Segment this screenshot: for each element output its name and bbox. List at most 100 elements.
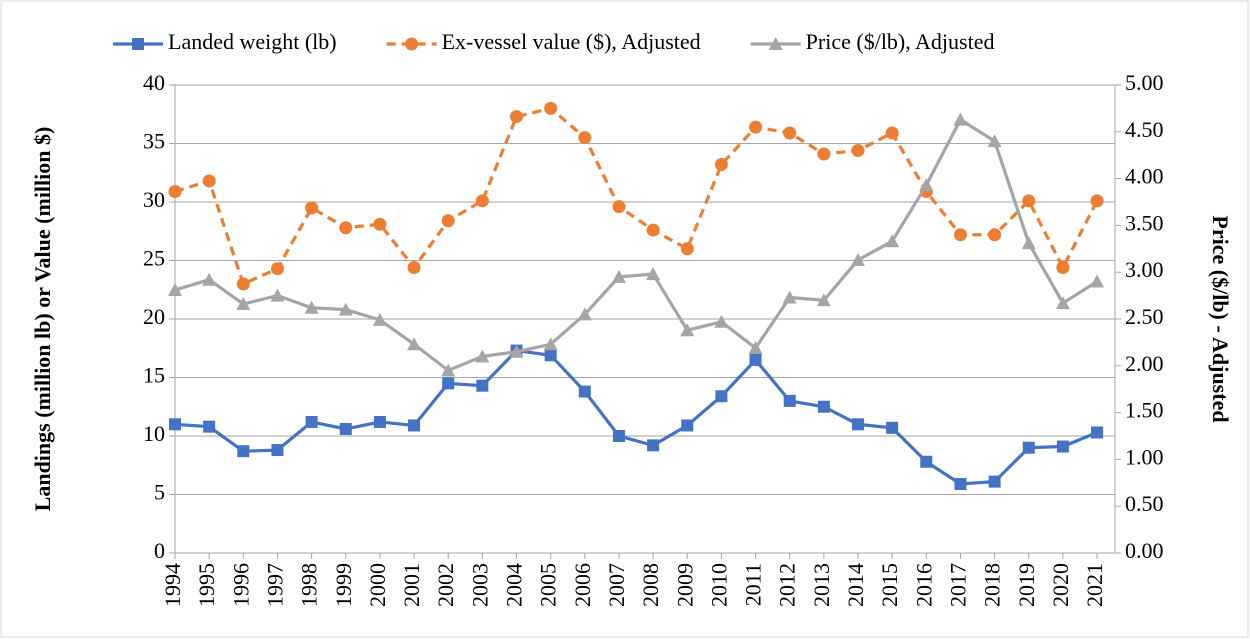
legend-marker xyxy=(768,37,783,50)
x-tick-label: 1998 xyxy=(297,563,322,607)
data-point xyxy=(442,377,455,390)
data-point xyxy=(270,262,284,276)
data-point xyxy=(612,430,625,442)
data-point xyxy=(407,261,421,275)
data-point xyxy=(305,415,318,428)
data-point xyxy=(304,300,319,314)
x-tick-label: 2001 xyxy=(399,563,424,607)
data-point xyxy=(169,418,181,431)
data-point xyxy=(339,221,353,235)
data-point xyxy=(1090,274,1105,288)
x-tick-label: 2016 xyxy=(911,563,936,607)
y-tick-label: 40 xyxy=(143,70,165,95)
data-point xyxy=(202,272,217,286)
x-tick-label: 1997 xyxy=(262,563,287,607)
data-point xyxy=(407,337,422,351)
y2-tick-label: 1.50 xyxy=(1125,398,1164,423)
data-point xyxy=(920,455,933,468)
data-point xyxy=(441,214,455,228)
data-point xyxy=(1022,194,1036,208)
series-line xyxy=(174,106,1099,287)
data-point xyxy=(441,363,456,377)
data-point xyxy=(817,147,831,161)
data-point xyxy=(987,134,1002,148)
data-point xyxy=(714,158,728,172)
data-point xyxy=(988,228,1002,242)
legend-label: Landed weight (lb) xyxy=(168,29,337,54)
y2-tick-label: 4.50 xyxy=(1125,117,1164,142)
data-point xyxy=(408,419,421,432)
y2-tick-label: 3.00 xyxy=(1125,257,1164,282)
series-line xyxy=(174,117,1098,373)
data-point xyxy=(954,477,967,490)
x-tick-label: 2000 xyxy=(365,563,390,607)
x-tick-label: 2017 xyxy=(945,563,970,607)
data-point xyxy=(714,314,729,328)
x-tick-label: 2009 xyxy=(672,563,697,607)
x-tick-label: 2003 xyxy=(467,563,492,607)
data-point xyxy=(748,341,763,355)
data-point xyxy=(715,390,728,403)
data-point xyxy=(852,418,864,431)
data-point xyxy=(270,288,285,302)
x-tick-label: 2006 xyxy=(570,563,595,607)
data-point xyxy=(749,120,763,134)
legend-label: Price ($/lb), Adjusted xyxy=(806,29,995,54)
data-point xyxy=(544,101,558,115)
x-tick-label: 2021 xyxy=(1082,563,1107,607)
x-tick-label: 2002 xyxy=(433,563,458,607)
y-tick-label: 10 xyxy=(143,421,165,446)
data-point xyxy=(475,194,489,208)
y2-axis-title: Price ($/lb) - Adjusted xyxy=(1208,215,1233,422)
data-point xyxy=(373,217,387,231)
y2-tick-label: 0.50 xyxy=(1125,491,1164,516)
data-point xyxy=(476,379,489,392)
data-point xyxy=(509,344,524,358)
data-point xyxy=(577,307,592,321)
legend-label: Ex-vessel value ($), Adjusted xyxy=(442,29,701,54)
data-point xyxy=(1055,296,1070,310)
data-point xyxy=(543,337,558,351)
data-point xyxy=(510,110,523,124)
x-tick-label: 2005 xyxy=(536,563,561,607)
data-point xyxy=(578,131,592,145)
data-point xyxy=(647,439,660,452)
series-line xyxy=(174,348,1098,486)
data-point xyxy=(886,421,899,434)
data-point xyxy=(851,144,865,158)
y-tick-label: 15 xyxy=(143,363,165,388)
x-tick-label: 2008 xyxy=(638,563,663,607)
x-tick-label: 1994 xyxy=(160,563,185,607)
data-point xyxy=(373,415,386,428)
data-point xyxy=(611,269,626,283)
data-point xyxy=(203,420,216,433)
y-tick-label: 30 xyxy=(143,187,165,212)
x-tick-label: 2012 xyxy=(775,563,800,607)
y2-tick-label: 3.50 xyxy=(1125,210,1164,235)
x-tick-label: 1999 xyxy=(331,563,356,607)
legend-marker xyxy=(132,38,144,50)
data-point xyxy=(1090,194,1104,208)
data-point xyxy=(885,126,899,140)
legend-marker xyxy=(405,37,419,51)
y-tick-label: 0 xyxy=(154,538,165,563)
data-point xyxy=(681,419,694,432)
data-point xyxy=(1022,441,1035,454)
data-point xyxy=(851,253,865,267)
y2-tick-label: 1.00 xyxy=(1125,444,1164,469)
data-point xyxy=(646,223,660,237)
data-point xyxy=(817,400,830,413)
y-tick-label: 35 xyxy=(143,129,165,154)
y2-tick-label: 0.00 xyxy=(1125,538,1164,563)
y-tick-label: 5 xyxy=(154,480,165,505)
data-point xyxy=(782,290,797,304)
y2-tick-label: 2.00 xyxy=(1125,351,1164,376)
data-point xyxy=(1056,440,1069,453)
x-tick-label: 1996 xyxy=(228,563,253,607)
data-point xyxy=(783,126,797,140)
y2-tick-label: 5.00 xyxy=(1125,70,1164,95)
data-point xyxy=(339,422,352,435)
data-point xyxy=(236,297,251,311)
x-tick-label: 2013 xyxy=(809,563,834,607)
